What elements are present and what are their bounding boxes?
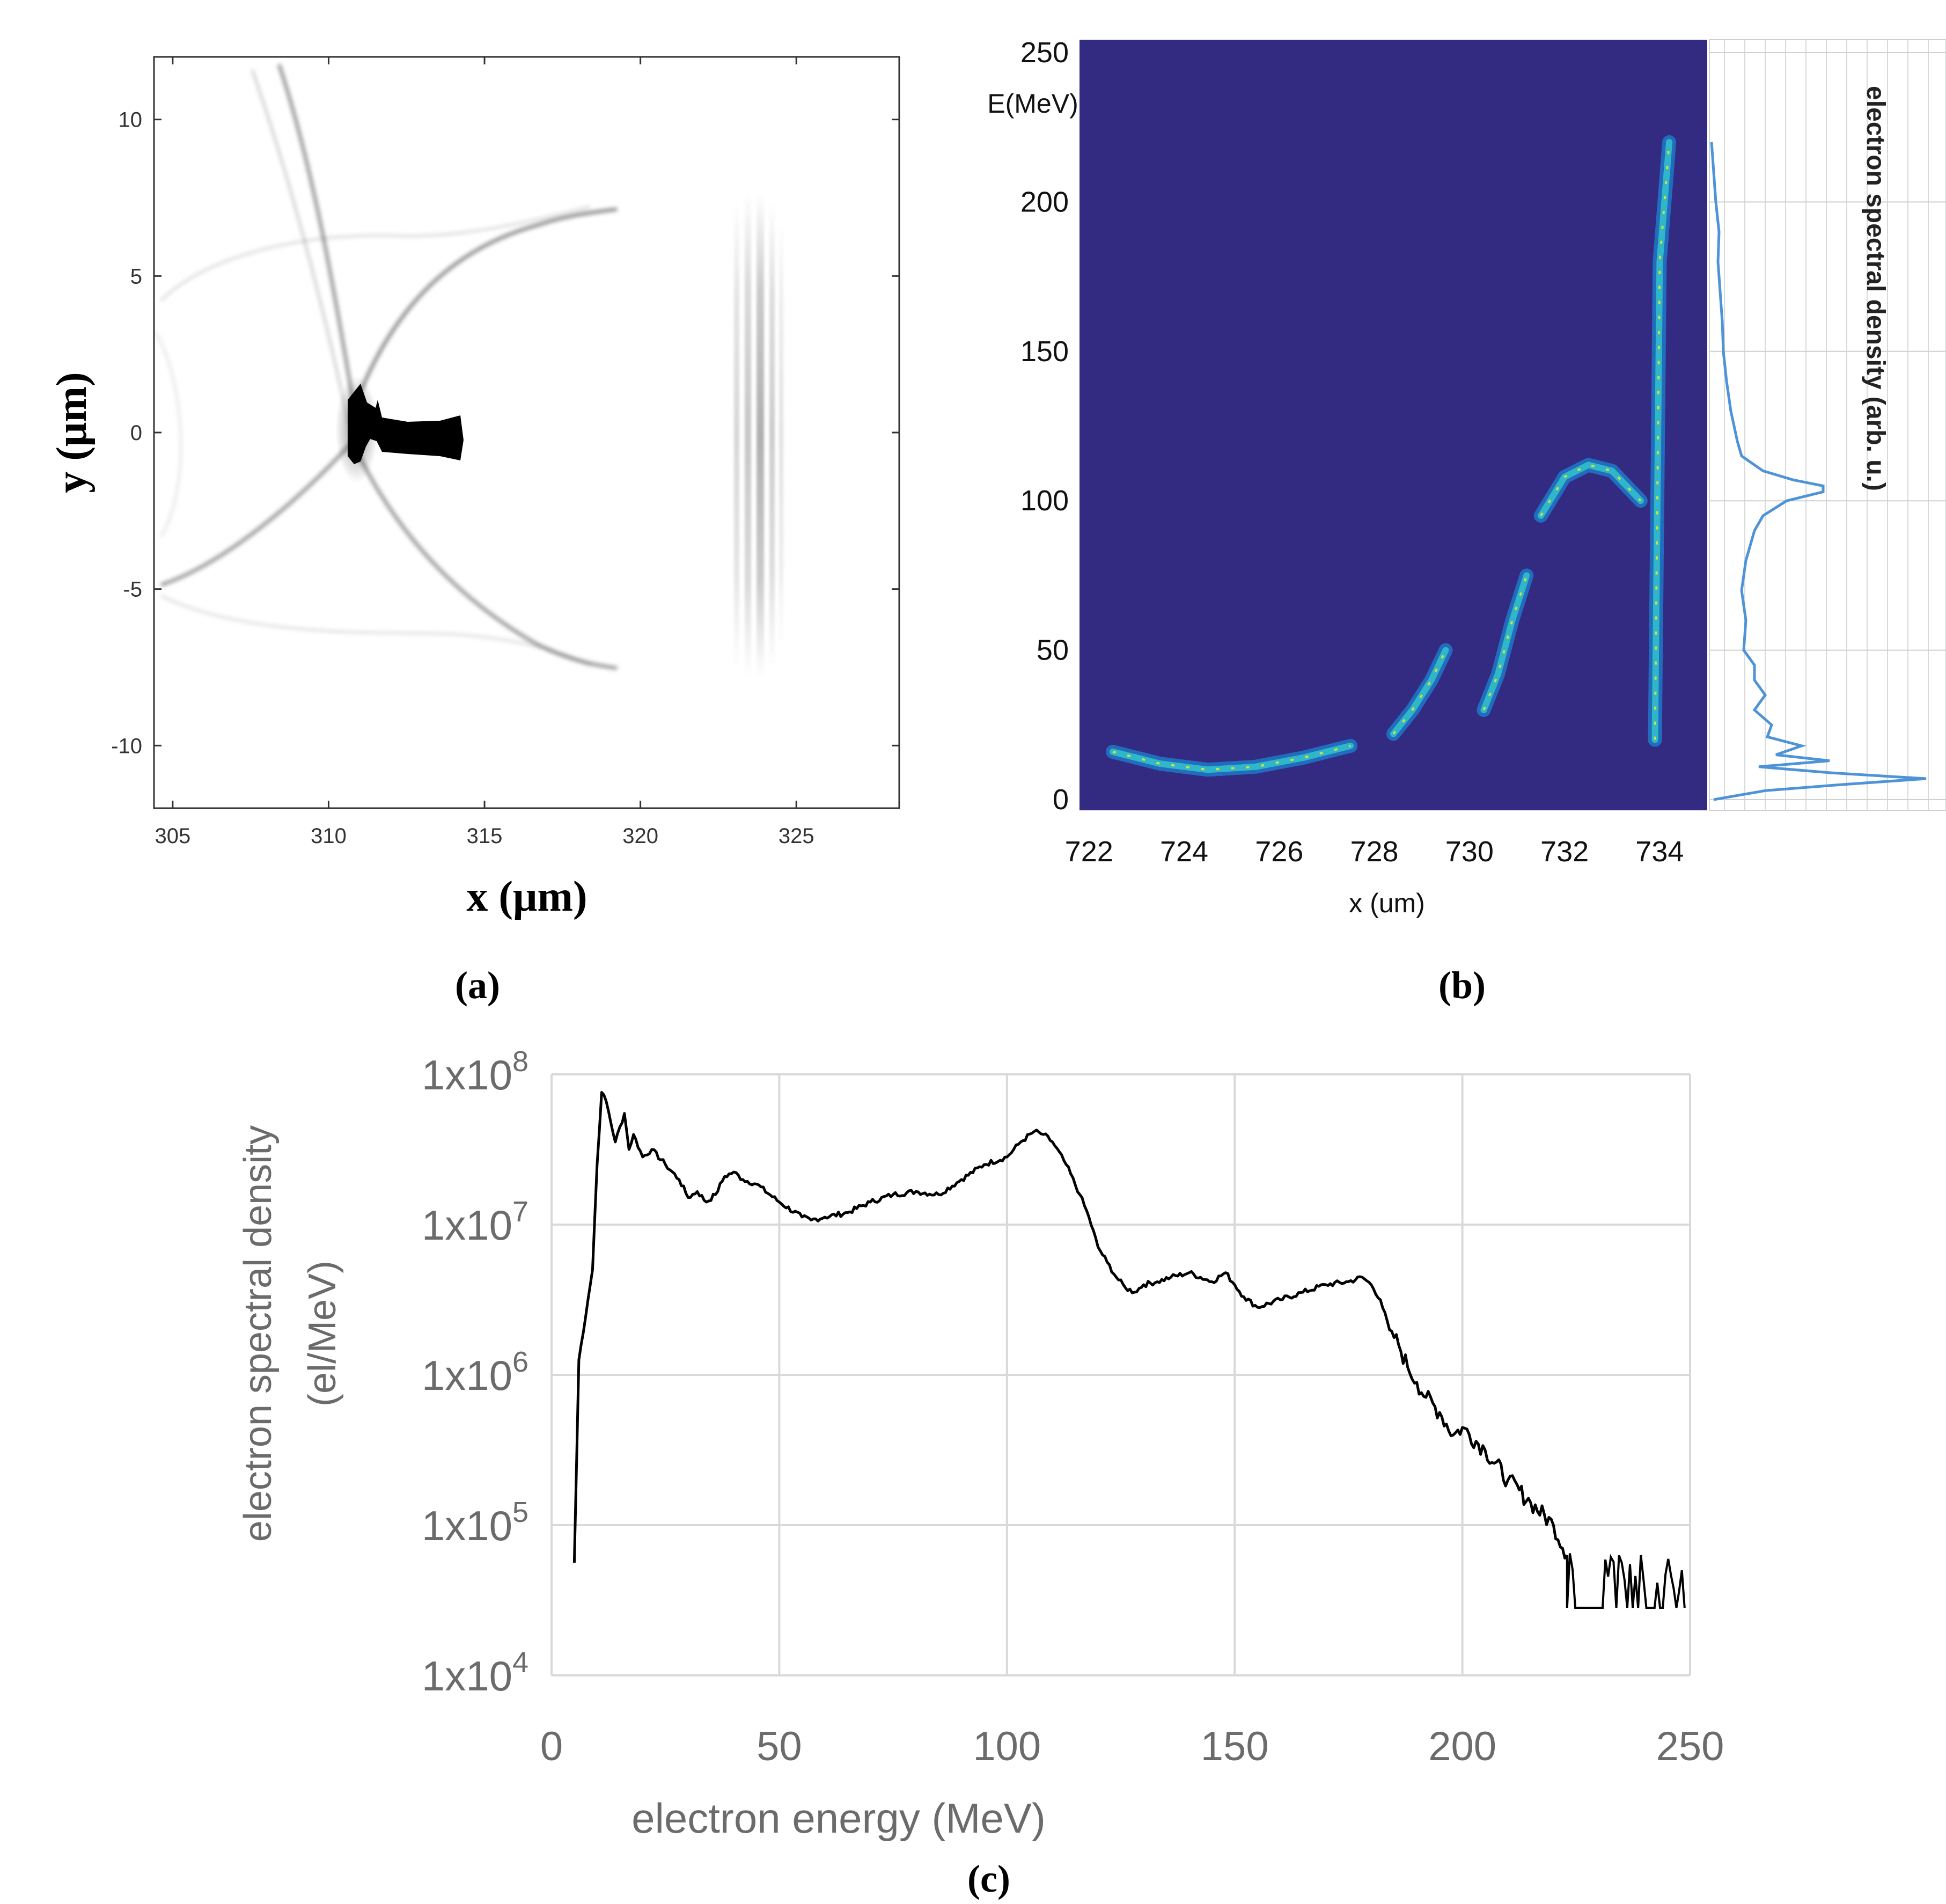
- b-xtick-label: 730: [1445, 836, 1494, 868]
- c-ytick-label: 1x104: [422, 1646, 528, 1700]
- c-xtick-label: 0: [540, 1724, 563, 1769]
- c-ytick-label: 1x106: [422, 1346, 528, 1399]
- panel-a-xlabel: x (μm): [466, 873, 587, 920]
- panel-b-label: (b): [1438, 964, 1486, 1007]
- panel-b-ylabel: E(MeV): [987, 89, 1078, 119]
- a-xtick-label: 310: [311, 824, 347, 848]
- a-xtick-label: 320: [622, 824, 658, 848]
- b-streak-hot: [1392, 649, 1447, 735]
- a-ytick-label: -5: [123, 578, 142, 602]
- b-ytick-label: 200: [1020, 186, 1069, 218]
- sheath-upper-right: [353, 208, 618, 409]
- a-xtick-label: 305: [155, 824, 190, 848]
- laser-stripes: [734, 193, 783, 676]
- panel-c-grid: [550, 1073, 1691, 1676]
- panel-a-ylabel: y (μm): [48, 372, 96, 493]
- b-xtick-label: 728: [1350, 836, 1398, 868]
- c-xtick-label: 200: [1428, 1724, 1496, 1769]
- sheath-upper-arc: [160, 206, 591, 302]
- c-ytick-label: 1x108: [422, 1045, 528, 1099]
- panel-c-xlabel: electron energy (MeV): [631, 1795, 1046, 1842]
- panel-b: electron spectral density (arb. u.) 722 7…: [987, 36, 1946, 1007]
- panel-c-ylabel-line2: (el/MeV): [301, 1261, 344, 1407]
- b-streak-core: [1480, 572, 1530, 713]
- c-ytick-label: 1x105: [422, 1496, 528, 1549]
- panel-a-label: (a): [455, 964, 500, 1007]
- panel-a-density-map: [155, 64, 783, 676]
- electron-bunch: [348, 384, 464, 464]
- b-ytick-label: 0: [1053, 783, 1069, 816]
- b-xtick-label: 726: [1255, 836, 1303, 868]
- a-ytick-label: 10: [119, 108, 143, 132]
- panel-b-heatmap-bg: [1080, 40, 1707, 810]
- panel-b-side-label: electron spectral density (arb. u.): [1861, 86, 1890, 491]
- panel-b-ticks: 722 724 726 728 730 732 734 0 50 100 150 200 250: [1020, 36, 1684, 868]
- b-ytick-label: 100: [1020, 485, 1069, 517]
- panel-b-spectrum-line: [1710, 142, 1927, 801]
- sheath-lower-arc: [160, 595, 591, 667]
- panel-c-label: (c): [967, 1857, 1010, 1900]
- b-streak-hot: [1112, 744, 1351, 771]
- a-xtick-label: 315: [467, 824, 503, 848]
- panel-b-side-grid: [1709, 40, 1946, 810]
- sheath-lower-right: [353, 444, 618, 670]
- panel-b-streaks: [1106, 135, 1677, 777]
- sheath-upper-left: [277, 64, 356, 408]
- b-streak-hot: [1540, 464, 1642, 517]
- panel-c-ticks: 0 50 100 150 200 250 1x108 1x107 1x106 1x105 1x104: [422, 1045, 1724, 1769]
- b-xtick-label: 722: [1065, 836, 1113, 868]
- a-ytick-label: 0: [130, 421, 142, 445]
- sheath-far-left: [155, 332, 182, 537]
- c-xtick-label: 150: [1201, 1724, 1269, 1769]
- panel-c-spectrum-line: [572, 1091, 1568, 1563]
- panel-c-ylabel-line1: electron spectral density: [237, 1125, 280, 1542]
- sheath-lower-left: [160, 438, 356, 587]
- b-ytick-label: 250: [1020, 36, 1069, 69]
- panel-c: 0 50 100 150 200 250 1x108 1x107 1x106 1x105 1x104…: [237, 1045, 1724, 1900]
- panel-a-plot-area: [153, 56, 900, 809]
- panel-b-xlabel: x (um): [1349, 888, 1425, 918]
- a-ytick-label: 5: [130, 265, 142, 288]
- b-xtick-label: 732: [1540, 836, 1589, 868]
- c-xtick-label: 50: [757, 1724, 802, 1769]
- b-streak-hot: [1654, 142, 1671, 740]
- c-xtick-label: 250: [1656, 1724, 1724, 1769]
- panel-b-side-area: [1709, 39, 1946, 811]
- c-xtick-label: 100: [973, 1724, 1041, 1769]
- a-ytick-label: -10: [111, 734, 142, 758]
- panel-a-ticks: 305 310 315 320 325 -10 -5 0 5 10: [111, 57, 899, 848]
- b-ytick-label: 150: [1020, 335, 1069, 368]
- panel-a: 305 310 315 320 325 -10 -5 0 5 10 x (μm) y (μm) (…: [48, 56, 900, 1007]
- a-xtick-label: 325: [779, 824, 814, 848]
- panel-c-noisy-tail: [1566, 1553, 1686, 1609]
- b-ytick-label: 50: [1037, 634, 1069, 667]
- c-ytick-label: 1x107: [422, 1196, 528, 1249]
- b-xtick-label: 734: [1635, 836, 1684, 868]
- b-xtick-label: 724: [1160, 836, 1208, 868]
